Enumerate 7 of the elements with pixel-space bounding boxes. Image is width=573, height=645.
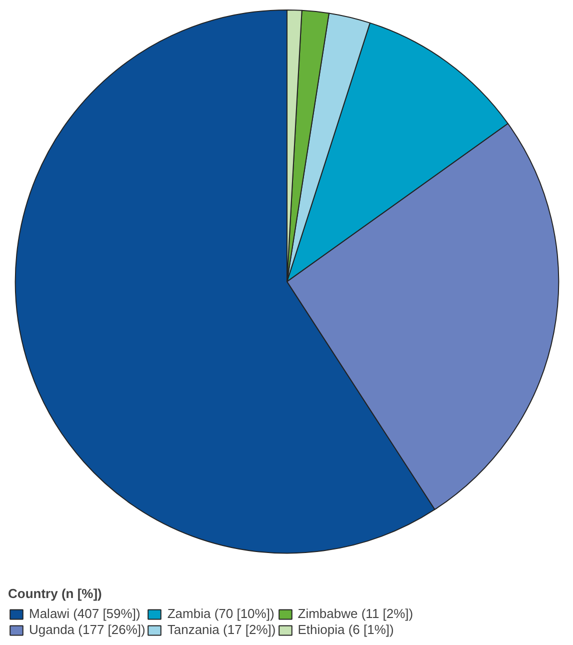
- legend-label: Zimbabwe (11 [2%]): [298, 606, 414, 621]
- legend-label: Malawi (407 [59%]): [29, 606, 140, 621]
- legend-label: Ethiopia (6 [1%]): [298, 622, 394, 637]
- legend-title: Country (n [%]): [8, 586, 103, 601]
- legend-label: Zambia (70 [10%]): [167, 606, 274, 621]
- legend-label: Tanzania (17 [2%]): [167, 622, 276, 637]
- legend-label: Uganda (177 [26%]): [29, 622, 146, 637]
